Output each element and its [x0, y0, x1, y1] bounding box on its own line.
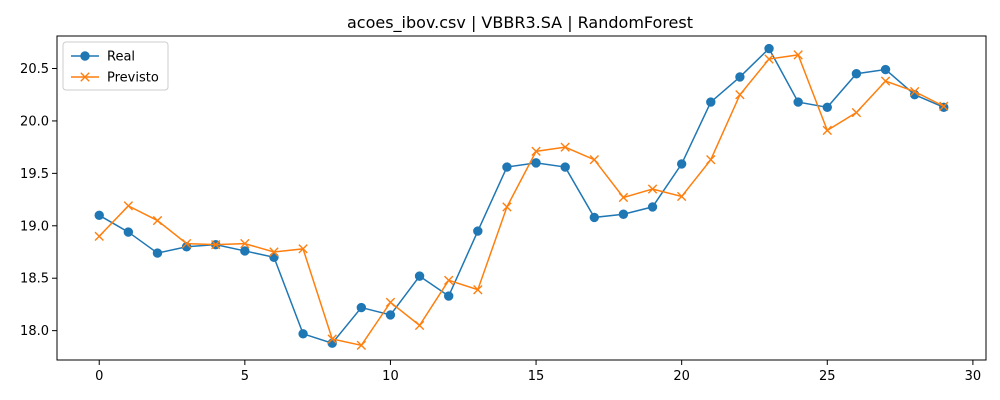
data-point	[473, 285, 483, 295]
data-point	[240, 238, 250, 249]
data-point	[211, 239, 221, 250]
data-point	[327, 334, 337, 344]
series-previsto	[94, 50, 949, 351]
data-point	[764, 54, 774, 64]
data-point	[298, 244, 308, 254]
data-point	[851, 69, 862, 79]
x-tick-label: 30	[965, 369, 982, 384]
series-layer	[94, 43, 949, 351]
data-point	[181, 238, 192, 249]
x-tick-label: 25	[819, 369, 836, 384]
legend-entry: Real	[71, 50, 135, 65]
data-point	[356, 340, 367, 351]
data-point	[502, 202, 512, 212]
y-tick-label: 19.0	[20, 219, 49, 234]
data-point	[269, 247, 279, 257]
data-point	[560, 142, 570, 152]
legend-entry: Previsto	[71, 71, 159, 86]
y-tick-label: 18.0	[20, 324, 49, 339]
data-point	[94, 231, 104, 241]
data-point	[909, 86, 920, 97]
data-point	[414, 271, 425, 281]
data-point	[240, 246, 250, 256]
data-point	[298, 329, 308, 339]
data-point	[880, 64, 891, 75]
data-point	[560, 162, 570, 172]
y-tick-label: 19.5	[20, 167, 49, 182]
data-point	[414, 320, 425, 331]
y-tick-label: 20.0	[20, 114, 49, 129]
data-point	[793, 97, 803, 107]
data-point	[851, 107, 862, 118]
data-point	[589, 155, 600, 165]
data-point	[152, 248, 163, 258]
series-line	[98, 54, 945, 347]
legend-label: Real	[107, 50, 135, 65]
data-point	[706, 97, 716, 107]
data-point	[531, 158, 541, 168]
data-point	[793, 50, 803, 60]
plot-area	[56, 35, 987, 361]
series-line	[98, 47, 945, 345]
data-point	[822, 102, 832, 113]
data-point	[618, 192, 629, 203]
data-point	[735, 72, 745, 82]
x-tick-label: 15	[528, 369, 545, 384]
data-point	[706, 155, 716, 165]
legend-marker	[80, 51, 90, 61]
data-point	[385, 310, 396, 320]
legend-label: Previsto	[107, 71, 159, 86]
data-point	[94, 210, 104, 221]
data-point	[123, 227, 134, 237]
y-axis: 18.0 18.5 19.0 19.5 20.0 20.5	[20, 62, 57, 339]
data-point	[181, 242, 192, 252]
data-point	[764, 43, 774, 54]
data-point	[269, 252, 279, 262]
x-axis: 0 5 10 15 20 25 30	[95, 360, 981, 384]
data-point	[356, 302, 367, 313]
x-tick-label: 10	[382, 369, 399, 384]
data-point	[531, 146, 541, 157]
data-point	[152, 215, 163, 226]
data-point	[676, 159, 687, 169]
x-tick-label: 20	[673, 369, 690, 384]
data-point	[443, 291, 454, 301]
legend: Real Previsto	[62, 41, 169, 91]
y-tick-label: 20.5	[20, 62, 49, 77]
data-point	[589, 212, 600, 223]
data-point	[443, 275, 454, 286]
legend-marker	[80, 72, 90, 82]
data-point	[502, 162, 512, 172]
x-tick-label: 0	[95, 369, 103, 384]
x-tick-label: 5	[241, 369, 249, 384]
data-point	[939, 101, 949, 111]
data-point	[473, 226, 483, 236]
data-point	[647, 184, 658, 194]
chart-title: acoes_ibov.csv | VBBR3.SA | RandomForest	[347, 13, 693, 33]
data-point	[647, 202, 658, 212]
data-point	[385, 297, 396, 308]
y-tick-label: 18.5	[20, 272, 49, 287]
data-point	[880, 76, 891, 86]
data-point	[123, 201, 134, 211]
data-point	[618, 209, 629, 219]
data-point	[822, 125, 832, 136]
data-point	[735, 90, 745, 100]
data-point	[676, 191, 687, 202]
